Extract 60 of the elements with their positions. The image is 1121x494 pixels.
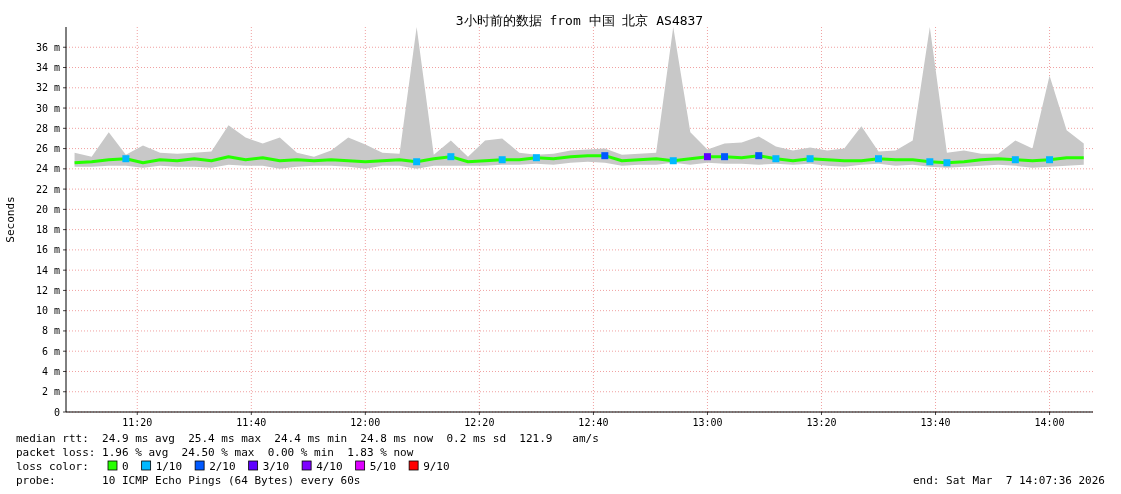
y-tick-label: 0 (53, 406, 60, 418)
point (669, 157, 677, 165)
y-tick-label: 16 m (35, 244, 60, 256)
point (532, 154, 540, 162)
point (875, 155, 882, 163)
y-tick-label: 22 m (35, 183, 60, 195)
x-tick-label: 13:40 (920, 417, 951, 428)
line-series (73, 154, 1086, 165)
y-tick-label: 28 m (35, 122, 60, 134)
y-tick-label: 36 m (35, 41, 60, 53)
point (943, 159, 951, 167)
point (721, 153, 729, 161)
y-axis-title: Seconds (4, 196, 17, 243)
y-tick-label: 24 m (35, 163, 60, 175)
legend-label: 4/10 (316, 460, 343, 473)
y-tick-label: 2 m (41, 386, 60, 398)
text: median rtt: 24.9 ms avg 25.4 ms max 24.4 ms min 24.8 ms now 0.2 ms sd 121.9 am/s (16, 432, 599, 445)
y-tick-label: 32 m (35, 82, 60, 94)
y-tick-label: 34 m (35, 62, 60, 74)
x-tick-label: 11:20 (122, 417, 153, 428)
legend-label: 1/10 (155, 460, 183, 473)
x-tick-label: 13:00 (692, 417, 723, 428)
y-tick-label: 14 m (35, 264, 60, 276)
point (447, 153, 455, 161)
text: probe: 10 ICMP Echo Pings (64 Bytes) every 60s (16, 474, 361, 487)
point (1011, 156, 1019, 164)
legend-title: loss color: (16, 460, 89, 473)
legend-label: 2/10 (209, 460, 236, 473)
y-tick-label: 6 m (41, 345, 60, 357)
point (926, 158, 934, 166)
x-tick-label: 12:40 (578, 417, 609, 428)
point (755, 152, 763, 160)
point (413, 158, 421, 166)
y-tick-label: 18 m (35, 224, 60, 236)
x-tick-label: 14:00 (1034, 417, 1065, 428)
y-tick-label: 4 m (41, 365, 60, 377)
x-tick-label: 12:20 (464, 417, 495, 428)
text: packet loss: 1.96 % avg 24.50 % max 0.00 % min 1.83 % now (16, 446, 414, 459)
chart-title: 3小时前的数据 from 中国 北京 AS4837 (455, 13, 704, 28)
y-tick-label: 30 m (35, 102, 60, 114)
legend-label: 5/10 (369, 460, 397, 473)
legend-label: 9/10 (423, 460, 450, 473)
legend-label: 0 (122, 460, 129, 473)
y-tick-label: 12 m (35, 284, 60, 296)
y-tick-label: 26 m (35, 143, 60, 155)
point (703, 153, 711, 161)
y-tick-label: 8 m (41, 325, 60, 337)
point (122, 155, 130, 163)
point (772, 155, 780, 163)
point (806, 155, 814, 163)
y-tick-label: 10 m (35, 305, 60, 317)
y-tick-label: 20 m (35, 203, 60, 215)
point (1046, 156, 1054, 164)
x-tick-label: 13:20 (806, 417, 837, 428)
text: end: Sat Mar 7 14:07:36 2026 (912, 474, 1105, 487)
point (601, 152, 609, 160)
x-tick-label: 11:40 (236, 417, 267, 428)
legend-label: 3/10 (262, 460, 290, 473)
x-tick-label: 12:00 (350, 417, 381, 428)
point (498, 156, 506, 164)
